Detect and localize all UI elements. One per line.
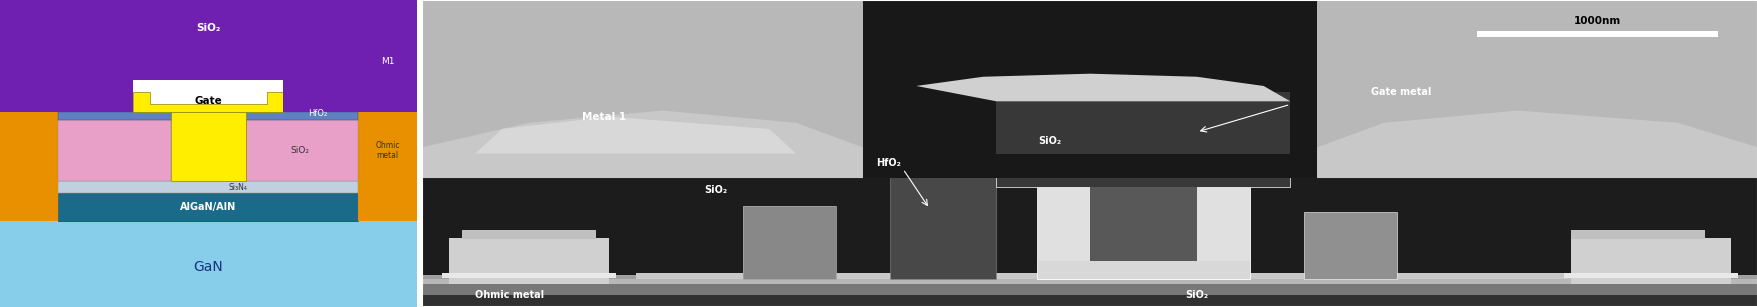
Text: Metal 1: Metal 1 <box>582 112 625 122</box>
Polygon shape <box>915 74 1290 101</box>
Bar <box>1571 238 1731 284</box>
Text: Ohmic
metal: Ohmic metal <box>374 141 399 160</box>
Bar <box>1037 187 1089 261</box>
Bar <box>996 132 1290 187</box>
Bar <box>1304 212 1397 279</box>
Text: HfO₂: HfO₂ <box>307 109 327 118</box>
Bar <box>462 230 596 239</box>
Bar <box>1316 0 1757 178</box>
Text: Si₃N₄: Si₃N₄ <box>228 183 246 192</box>
Bar <box>246 120 358 181</box>
Bar <box>1037 187 1249 279</box>
Polygon shape <box>474 117 796 154</box>
Bar <box>358 80 416 112</box>
Bar <box>741 206 836 279</box>
Bar <box>996 92 1290 154</box>
Bar <box>441 273 615 278</box>
Bar <box>422 295 1757 307</box>
Bar <box>58 80 134 112</box>
Bar <box>58 120 170 181</box>
Bar <box>0 221 416 307</box>
Bar <box>448 238 608 284</box>
Bar <box>422 279 1757 307</box>
Bar <box>636 273 1571 279</box>
Text: 1000nm: 1000nm <box>1573 17 1620 26</box>
Text: GaN: GaN <box>193 260 223 274</box>
Bar <box>283 80 358 112</box>
Bar <box>0 0 58 307</box>
Text: AlGaN/AlN: AlGaN/AlN <box>181 202 235 212</box>
Polygon shape <box>134 92 283 112</box>
Bar <box>0 0 58 80</box>
Bar <box>0 80 58 112</box>
Bar <box>1197 187 1249 261</box>
Bar <box>358 0 416 307</box>
Text: M1: M1 <box>381 57 394 66</box>
Text: SiO₂: SiO₂ <box>290 146 309 155</box>
Bar <box>0 0 416 80</box>
Text: SiO₂: SiO₂ <box>1038 136 1061 146</box>
Bar <box>0 221 416 307</box>
Bar <box>422 0 863 178</box>
Bar <box>358 80 416 221</box>
Bar <box>889 175 996 279</box>
Bar <box>422 276 1757 284</box>
Polygon shape <box>422 111 863 178</box>
Bar <box>863 0 1316 178</box>
Bar <box>1571 230 1704 239</box>
Bar <box>58 193 358 221</box>
Text: SiO₂: SiO₂ <box>705 185 727 195</box>
Bar <box>58 181 358 193</box>
Text: Gate: Gate <box>195 96 221 106</box>
Bar <box>58 112 358 120</box>
Bar <box>741 206 836 279</box>
Bar <box>170 112 246 181</box>
Bar <box>422 275 1757 279</box>
Text: Gate metal: Gate metal <box>1370 87 1430 97</box>
Text: Ohmic metal: Ohmic metal <box>474 290 545 300</box>
Text: SiO₂: SiO₂ <box>197 23 220 33</box>
Bar <box>358 0 416 80</box>
Bar <box>1564 273 1738 278</box>
Bar <box>1476 31 1717 37</box>
Text: SiO₂: SiO₂ <box>1184 290 1207 300</box>
Polygon shape <box>1316 111 1757 178</box>
Text: HfO₂: HfO₂ <box>875 158 901 168</box>
Bar <box>0 80 58 221</box>
Bar <box>1089 187 1197 261</box>
